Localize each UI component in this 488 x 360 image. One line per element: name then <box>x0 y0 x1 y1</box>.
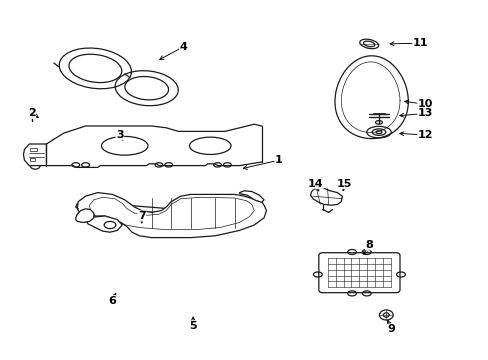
Text: 9: 9 <box>386 324 394 334</box>
FancyBboxPatch shape <box>318 253 399 293</box>
Text: 11: 11 <box>412 38 427 48</box>
Text: 12: 12 <box>417 130 432 140</box>
Polygon shape <box>76 209 94 222</box>
Text: 7: 7 <box>138 211 145 221</box>
Text: 1: 1 <box>274 155 282 165</box>
Text: 14: 14 <box>307 179 323 189</box>
Text: 13: 13 <box>417 108 432 118</box>
Polygon shape <box>77 193 266 238</box>
Text: 3: 3 <box>116 130 123 140</box>
Polygon shape <box>239 191 264 202</box>
Ellipse shape <box>189 137 231 154</box>
Text: 5: 5 <box>189 321 197 331</box>
Ellipse shape <box>102 136 148 155</box>
Polygon shape <box>78 202 193 214</box>
Text: 2: 2 <box>28 108 36 118</box>
Text: 10: 10 <box>417 99 432 109</box>
Text: 6: 6 <box>108 296 116 306</box>
Text: 8: 8 <box>365 240 372 250</box>
Polygon shape <box>85 216 122 232</box>
Polygon shape <box>310 188 342 205</box>
Text: 15: 15 <box>336 179 352 189</box>
Text: 4: 4 <box>179 42 187 52</box>
